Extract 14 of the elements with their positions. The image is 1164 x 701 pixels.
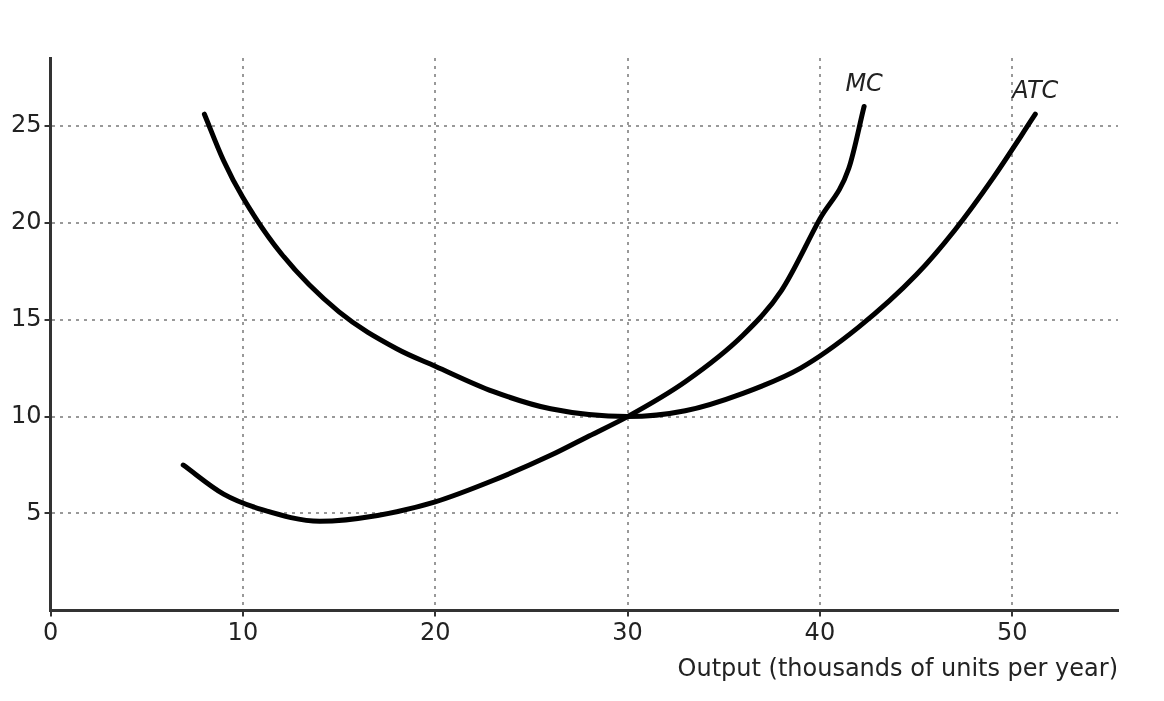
x-tick-label: 40 [804, 618, 836, 647]
y-tick-label: 25 [10, 110, 42, 139]
x-axis-title: Output (thousands of units per year) [677, 653, 1118, 682]
series-label: MC [845, 68, 884, 97]
x-tick-label: 20 [419, 618, 451, 647]
y-tick-label: 10 [10, 400, 42, 429]
x-tick-label: 30 [612, 618, 643, 647]
y-tick-label: 20 [10, 206, 42, 235]
y-tick-label: 5 [26, 497, 42, 526]
x-tick-label: 0 [42, 618, 59, 647]
series-label: ATC [1010, 76, 1059, 105]
x-tick-label: 50 [996, 618, 1028, 647]
x-tick-label: 10 [227, 618, 259, 647]
y-tick-label: 15 [10, 303, 42, 332]
